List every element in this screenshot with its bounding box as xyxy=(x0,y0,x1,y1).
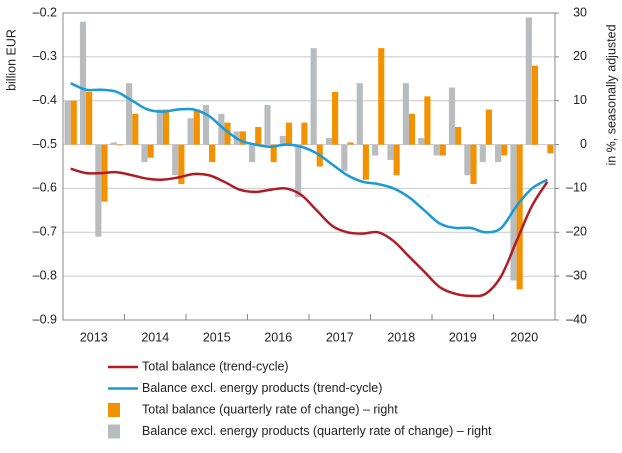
bar xyxy=(270,144,277,163)
bar xyxy=(378,48,385,145)
legend-label: Total balance (quarterly rate of change)… xyxy=(142,402,398,416)
bar xyxy=(418,137,425,145)
y2-tick-label: –20 xyxy=(566,225,587,239)
bar xyxy=(70,100,77,145)
bar xyxy=(479,144,486,163)
plot-frame xyxy=(62,12,556,321)
bar xyxy=(310,48,317,145)
x-tick-label: 2013 xyxy=(80,330,108,344)
trend-line xyxy=(70,167,549,298)
bar xyxy=(64,100,71,145)
x-tick-label: 2018 xyxy=(387,330,415,344)
bar xyxy=(132,113,139,145)
bar xyxy=(209,144,216,163)
bar xyxy=(485,109,492,145)
legend-swatch xyxy=(108,424,120,439)
bar xyxy=(295,144,302,198)
bar xyxy=(79,21,87,145)
bar xyxy=(285,122,293,145)
bar xyxy=(178,144,185,185)
bar xyxy=(341,144,348,171)
bar xyxy=(156,109,163,145)
bar xyxy=(547,144,554,154)
bar xyxy=(224,122,231,145)
y-tick-label: –0.3 xyxy=(33,49,57,63)
bar xyxy=(239,131,246,145)
bar xyxy=(402,83,409,145)
y2-tick-label: –40 xyxy=(566,312,587,326)
bar xyxy=(433,144,440,156)
bar xyxy=(141,144,148,163)
y2-tick-label: 30 xyxy=(573,5,587,19)
bar xyxy=(249,144,256,163)
bar xyxy=(255,127,262,145)
legend-swatch xyxy=(108,403,120,417)
y2-tick-label: 20 xyxy=(573,49,587,63)
bar xyxy=(356,83,363,145)
bar xyxy=(495,144,502,163)
legend-label: Balance excl. energy products (quarterly… xyxy=(142,424,492,438)
y2-tick-label: 0 xyxy=(580,137,587,151)
bar xyxy=(162,109,170,145)
y-axis-label: billion EUR xyxy=(4,29,18,91)
y-tick-label: –0.2 xyxy=(33,5,57,19)
bar xyxy=(116,144,123,146)
y-tick-label: –0.6 xyxy=(33,181,57,195)
x-tick-label: 2020 xyxy=(510,330,538,344)
bar xyxy=(470,144,477,185)
bar xyxy=(525,17,532,145)
y-tick-label: –0.7 xyxy=(33,225,57,239)
bar xyxy=(393,144,400,176)
legend-label: Total balance (trend-cycle) xyxy=(142,359,289,373)
y-tick-label: –0.5 xyxy=(33,137,57,151)
bar xyxy=(439,144,446,156)
x-tick-label: 2014 xyxy=(141,330,169,344)
bar xyxy=(372,144,379,156)
bar xyxy=(387,144,394,160)
y-tick-label: –0.9 xyxy=(33,312,57,326)
bar xyxy=(187,118,194,145)
bar xyxy=(301,122,308,145)
y-tick-label: –0.4 xyxy=(33,93,57,107)
bar xyxy=(264,105,271,145)
bar xyxy=(531,65,539,145)
bar xyxy=(172,144,179,176)
bar xyxy=(448,87,456,145)
x-tick-label: 2015 xyxy=(203,330,231,344)
bar xyxy=(347,142,354,145)
bar xyxy=(362,144,369,180)
bar xyxy=(464,144,471,176)
bar xyxy=(325,137,333,145)
bar xyxy=(110,142,117,145)
bar xyxy=(455,127,462,145)
bar xyxy=(424,96,431,145)
bar xyxy=(408,113,416,145)
bar xyxy=(126,83,133,145)
y-tick-label: –0.8 xyxy=(33,268,57,282)
x-tick-label: 2019 xyxy=(449,330,477,344)
y2-axis-label: in %, seasonally adjusted xyxy=(604,24,618,165)
bar xyxy=(501,144,508,156)
bar xyxy=(202,105,210,145)
trend-line xyxy=(70,82,548,234)
y2-tick-label: –30 xyxy=(566,268,587,282)
y2-tick-label: –10 xyxy=(566,181,587,195)
bar xyxy=(218,113,225,145)
y2-tick-label: 10 xyxy=(573,93,587,107)
bar xyxy=(193,109,200,145)
legend-label: Balance excl. energy products (trend-cyc… xyxy=(142,381,382,395)
bar xyxy=(147,144,154,158)
bar xyxy=(95,144,102,237)
x-tick-label: 2017 xyxy=(326,330,354,344)
x-tick-label: 2016 xyxy=(264,330,292,344)
bar xyxy=(332,91,339,145)
bar xyxy=(279,135,286,145)
bar xyxy=(516,144,523,290)
bar xyxy=(86,91,93,145)
